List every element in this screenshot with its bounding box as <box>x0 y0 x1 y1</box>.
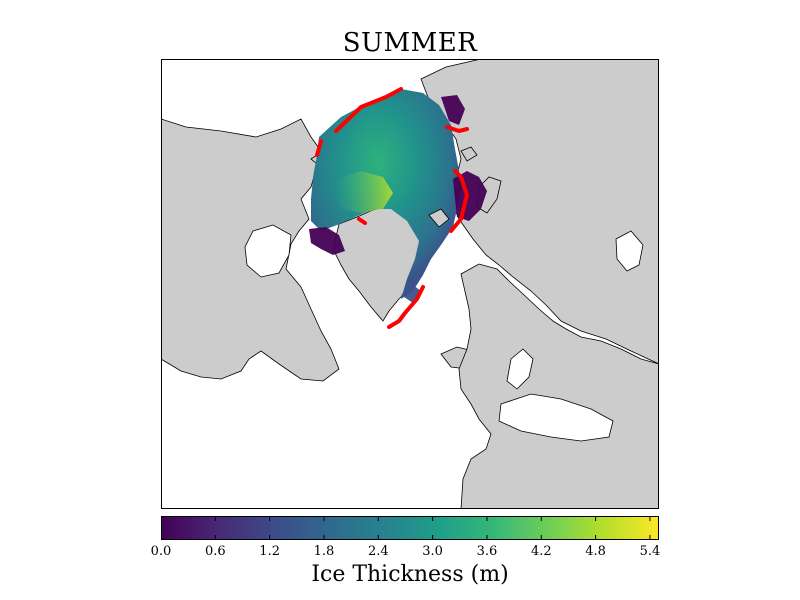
mediterranean-sea <box>498 393 614 442</box>
arctic-map <box>161 59 659 509</box>
land-scandinavia-europe <box>458 263 659 509</box>
land-svalbard <box>428 208 450 228</box>
hudson-bay <box>244 224 292 278</box>
thin-ice-fringe-baffin <box>309 227 345 255</box>
baltic-sea <box>506 348 534 390</box>
land-russia <box>420 59 659 365</box>
colorbar-tick-label: 4.2 <box>530 544 552 559</box>
colorbar-tick-label: 0.0 <box>150 544 172 559</box>
colorbar-tick-label: 0.6 <box>204 544 226 559</box>
colorbar-tick-label: 5.4 <box>639 544 661 559</box>
colorbar-tick-label: 1.8 <box>313 544 335 559</box>
colorbar-tick-label: 2.4 <box>367 544 389 559</box>
caspian-sea <box>615 230 644 272</box>
colorbar-label: Ice Thickness (m) <box>311 562 509 587</box>
map-border <box>161 59 659 509</box>
land-franz-josef <box>460 146 478 162</box>
thin-ice-fringe-north <box>441 95 465 125</box>
colorbar-gradient <box>161 516 659 540</box>
colorbar <box>161 516 659 540</box>
colorbar-tick-label: 1.2 <box>259 544 280 559</box>
thick-ice-region <box>333 171 393 213</box>
colorbar-tick-label: 3.6 <box>476 544 498 559</box>
colorbar-tick-label: 4.8 <box>585 544 606 559</box>
ice-edge-contours <box>315 87 469 329</box>
colorbar-tick-label: 3.0 <box>422 544 443 559</box>
map-title: SUMMER <box>342 28 478 58</box>
